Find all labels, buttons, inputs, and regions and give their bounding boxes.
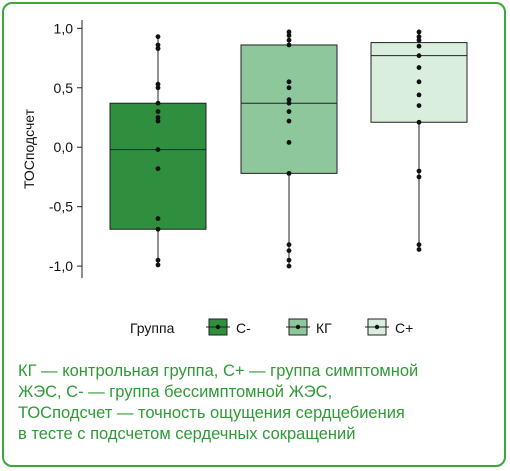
box-group (240, 29, 338, 269)
caption-line: ЖЭС, С- — группа бессимптомной ЖЭС, (18, 383, 333, 401)
caption-line: ТОСподсчет — точность ощущения сердцебие… (18, 404, 405, 422)
data-point (155, 118, 161, 124)
data-point (416, 79, 422, 85)
data-point (286, 79, 292, 85)
data-point (286, 100, 292, 106)
box-group (370, 29, 468, 252)
data-point (155, 46, 161, 51)
legend-swatch-dot (295, 324, 301, 330)
data-point (416, 65, 422, 70)
data-point (416, 53, 422, 59)
data-point (155, 100, 161, 106)
boxplot-chart: 1,0 0,5 0,0 -0,5 -1,0 ТОСподсчет Группа С- КГ… (21, 20, 468, 336)
data-point (155, 81, 161, 87)
data-point (155, 166, 161, 172)
caption-line: КГ — контрольная группа, С+ — группа сим… (18, 362, 419, 380)
boxes (109, 29, 468, 269)
data-point (416, 37, 422, 43)
data-point (416, 43, 422, 49)
data-point (416, 174, 422, 180)
figure-caption: КГ — контрольная группа, С+ — группа сим… (18, 361, 498, 445)
legend-swatch-dot (374, 324, 380, 330)
data-point (155, 216, 161, 221)
data-point (416, 247, 422, 252)
data-point (155, 257, 161, 263)
data-point (286, 29, 292, 35)
data-point (286, 170, 292, 176)
data-point (286, 109, 292, 114)
caption-line: в тесте с подсчетом сердечных сокращений (18, 425, 356, 443)
legend-item: КГ (286, 318, 332, 336)
y-tick-label: 0,0 (54, 139, 74, 155)
data-point (286, 248, 292, 254)
data-point (286, 118, 292, 124)
y-tick-label: -1,0 (49, 258, 73, 274)
legend: Группа С- КГ С+ (130, 318, 413, 336)
legend-label: КГ (316, 320, 332, 336)
data-point (286, 37, 292, 43)
legend-item: С+ (365, 318, 413, 336)
data-point (286, 85, 292, 91)
legend-title: Группа (130, 320, 175, 336)
y-axis: 1,0 0,5 0,0 -0,5 -1,0 (49, 20, 83, 278)
data-point (286, 242, 292, 248)
data-point (416, 103, 422, 109)
legend-label: С+ (395, 320, 413, 336)
data-point (416, 242, 422, 248)
data-point (155, 34, 161, 40)
data-point (286, 97, 292, 103)
data-point (416, 34, 422, 40)
y-tick-label: -0,5 (49, 199, 73, 215)
data-point (286, 263, 292, 269)
data-point (286, 257, 292, 263)
box-group (109, 34, 207, 268)
legend-swatch-dot (215, 324, 221, 330)
data-point (416, 92, 422, 98)
legend-label: С- (236, 320, 251, 336)
y-tick-label: 0,5 (54, 80, 74, 96)
data-point (416, 119, 422, 125)
y-axis-label: ТОСподсчет (21, 108, 37, 189)
data-point (155, 42, 161, 48)
data-point (286, 33, 292, 38)
data-point (286, 42, 292, 48)
data-point (416, 29, 422, 35)
y-tick-label: 1,0 (54, 20, 74, 36)
data-point (416, 168, 422, 174)
data-point (155, 85, 161, 91)
data-point (155, 147, 161, 152)
data-point (155, 109, 161, 114)
data-point (155, 115, 161, 120)
data-point (155, 262, 161, 268)
data-point (155, 226, 161, 232)
legend-item: С- (206, 318, 251, 336)
data-point (286, 140, 292, 145)
